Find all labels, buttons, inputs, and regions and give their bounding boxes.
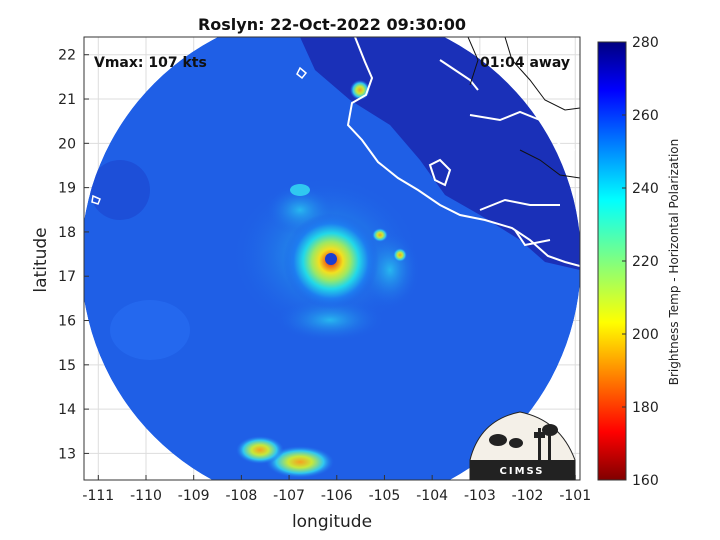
x-tick-label: -101 — [559, 488, 591, 504]
y-tick-label: 22 — [58, 48, 76, 64]
colorbar-label: Brightness Temp - Horizontal Polarizatio… — [667, 139, 681, 386]
colorbar-tick-label: 200 — [632, 327, 659, 343]
cimss-logo: CIMSS — [469, 411, 576, 481]
x-axis-ticks: -111 -110 -109 -108 -107 -106 -105 -104 -103 -102… — [82, 475, 591, 504]
colorbar-ticks: 160 180 200 220 240 260 280 — [622, 35, 659, 489]
x-tick-label: -109 — [178, 488, 210, 504]
colorbar-tick-label: 280 — [632, 35, 659, 51]
x-tick-label: -108 — [225, 488, 257, 504]
x-tick-label: -110 — [130, 488, 162, 504]
x-tick-label: -111 — [82, 488, 114, 504]
colorbar-tick-label: 260 — [632, 108, 659, 124]
colorbar-tick-label: 160 — [632, 473, 659, 489]
swath-imagery — [84, 37, 580, 480]
y-axis-label: latitude — [31, 227, 51, 292]
figure-title: Roslyn: 22-Oct-2022 09:30:00 — [198, 15, 466, 34]
x-axis-label: longitude — [292, 512, 372, 532]
y-tick-label: 21 — [58, 92, 76, 108]
colorbar-tick-label: 180 — [632, 400, 659, 416]
x-tick-label: -104 — [416, 488, 448, 504]
colorbar-tick-label: 240 — [632, 181, 659, 197]
y-axis-ticks: 13 14 15 16 17 18 19 20 21 22 — [58, 48, 89, 462]
y-tick-label: 14 — [58, 402, 76, 418]
x-tick-label: -105 — [369, 488, 401, 504]
x-tick-label: -106 — [321, 488, 353, 504]
y-tick-label: 13 — [58, 446, 76, 462]
x-tick-label: -103 — [464, 488, 496, 504]
vmax-annotation: Vmax: 107 kts — [94, 55, 207, 71]
y-tick-label: 16 — [58, 314, 76, 330]
state-borders — [467, 37, 580, 179]
x-tick-label: -102 — [512, 488, 544, 504]
plot-border — [83, 36, 581, 481]
y-tick-label: 17 — [58, 269, 76, 285]
svg-text:CIMSS: CIMSS — [500, 466, 545, 477]
time-annotation: 01:04 away — [480, 55, 570, 71]
y-tick-label: 19 — [58, 181, 76, 197]
y-tick-label: 18 — [58, 225, 76, 241]
y-tick-label: 20 — [58, 136, 76, 152]
colorbar — [597, 41, 627, 481]
colorbar-tick-label: 220 — [632, 254, 659, 270]
coastline — [91, 37, 580, 267]
y-tick-label: 15 — [58, 358, 76, 374]
x-tick-label: -107 — [273, 488, 305, 504]
